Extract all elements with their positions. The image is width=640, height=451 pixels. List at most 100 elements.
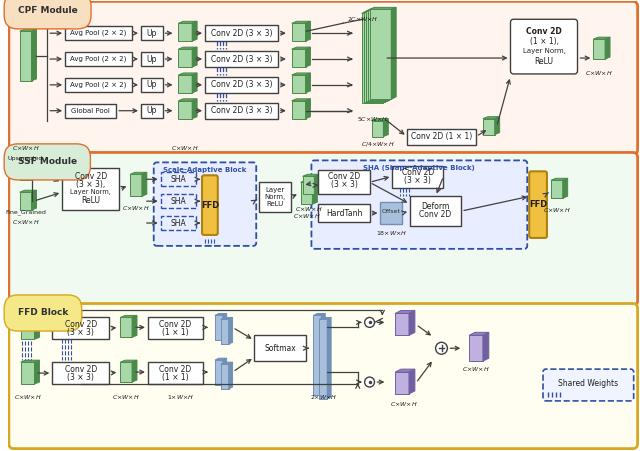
Polygon shape: [120, 318, 132, 337]
Polygon shape: [483, 332, 489, 361]
Polygon shape: [192, 99, 197, 119]
Polygon shape: [221, 319, 228, 344]
Text: Conv 2D: Conv 2D: [419, 210, 452, 219]
Text: Up: Up: [147, 29, 157, 38]
Text: $C{\times}W{\times}H$: $C{\times}W{\times}H$: [462, 365, 490, 373]
Polygon shape: [362, 14, 383, 103]
Polygon shape: [469, 336, 483, 361]
Bar: [141, 26, 163, 40]
Polygon shape: [364, 12, 385, 102]
FancyBboxPatch shape: [9, 1, 637, 154]
FancyBboxPatch shape: [9, 152, 637, 305]
Text: SHA (Shape-Adaptive Block): SHA (Shape-Adaptive Block): [363, 166, 475, 171]
Polygon shape: [301, 180, 317, 182]
Polygon shape: [223, 358, 227, 385]
Bar: [161, 216, 196, 230]
Polygon shape: [35, 360, 40, 384]
Polygon shape: [292, 101, 305, 119]
Text: $C{\times}W{\times}H$: $C{\times}W{\times}H$: [543, 206, 571, 214]
Polygon shape: [314, 313, 325, 315]
Bar: [318, 170, 369, 194]
Bar: [161, 194, 196, 208]
Polygon shape: [292, 75, 305, 93]
Bar: [148, 318, 203, 339]
Text: Conv 2D (3 × 3): Conv 2D (3 × 3): [211, 55, 272, 64]
Polygon shape: [215, 360, 223, 385]
Polygon shape: [20, 29, 36, 31]
Polygon shape: [179, 101, 192, 119]
Text: FFD Block: FFD Block: [18, 308, 68, 318]
Polygon shape: [20, 162, 31, 180]
Text: HardTanh: HardTanh: [326, 208, 362, 217]
Polygon shape: [132, 360, 137, 382]
Polygon shape: [20, 315, 40, 318]
Polygon shape: [31, 161, 36, 180]
Polygon shape: [365, 11, 387, 101]
Polygon shape: [179, 49, 192, 67]
Polygon shape: [130, 175, 142, 196]
Text: Fine_Grained: Fine_Grained: [5, 209, 46, 215]
Polygon shape: [223, 313, 227, 341]
Bar: [205, 25, 278, 41]
Text: FFD: FFD: [201, 201, 219, 210]
Polygon shape: [305, 47, 310, 67]
Text: (3 × 3): (3 × 3): [67, 328, 94, 337]
Polygon shape: [305, 99, 310, 119]
Text: Conv 2D: Conv 2D: [65, 364, 97, 373]
Polygon shape: [387, 9, 392, 101]
FancyBboxPatch shape: [529, 171, 547, 238]
Polygon shape: [120, 315, 137, 318]
Polygon shape: [321, 313, 325, 395]
Polygon shape: [305, 73, 310, 93]
Polygon shape: [314, 175, 319, 194]
Polygon shape: [192, 47, 197, 67]
Text: $C{\times}W{\times}H$: $C{\times}W{\times}H$: [12, 144, 40, 152]
Polygon shape: [20, 192, 31, 210]
Text: $C{\times}W{\times}H$: $C{\times}W{\times}H$: [14, 393, 42, 401]
Polygon shape: [389, 9, 394, 100]
Polygon shape: [179, 75, 192, 93]
Polygon shape: [179, 21, 197, 23]
Polygon shape: [593, 37, 610, 39]
Bar: [205, 77, 278, 93]
Polygon shape: [593, 39, 605, 59]
Text: Global Pool: Global Pool: [71, 108, 110, 114]
Text: Conv 2D: Conv 2D: [65, 320, 97, 329]
Polygon shape: [20, 161, 36, 162]
Text: $C/4{\times}W{\times}H$: $C/4{\times}W{\times}H$: [360, 139, 394, 147]
Polygon shape: [551, 180, 563, 198]
Polygon shape: [495, 117, 500, 134]
Polygon shape: [391, 7, 396, 99]
Text: Conv 2D: Conv 2D: [526, 27, 562, 36]
Polygon shape: [605, 37, 610, 59]
Polygon shape: [215, 358, 227, 360]
Bar: [141, 104, 163, 118]
Polygon shape: [20, 31, 31, 81]
Bar: [254, 336, 305, 361]
Text: Scale-Adaptive Block: Scale-Adaptive Block: [163, 167, 246, 173]
Text: Softmax: Softmax: [264, 344, 296, 353]
Polygon shape: [483, 119, 495, 134]
Text: Conv 2D (3 × 3): Conv 2D (3 × 3): [211, 106, 272, 115]
Text: SSF Module: SSF Module: [18, 157, 77, 166]
Polygon shape: [221, 362, 232, 364]
Bar: [148, 362, 203, 384]
Polygon shape: [130, 172, 147, 175]
Text: (3 × 3): (3 × 3): [404, 176, 431, 185]
Text: $5C{\times}W{\times}H$: $5C{\times}W{\times}H$: [356, 115, 388, 123]
Polygon shape: [385, 10, 390, 102]
Text: Conv 2D (3 × 3): Conv 2D (3 × 3): [211, 80, 272, 89]
Bar: [205, 51, 278, 67]
Text: (1 × 1): (1 × 1): [162, 328, 189, 337]
Text: (3 × 3): (3 × 3): [330, 180, 357, 189]
Text: Conv 2D (1 × 1): Conv 2D (1 × 1): [411, 132, 472, 141]
Text: Avg Pool (2 × 2): Avg Pool (2 × 2): [70, 30, 127, 37]
FancyBboxPatch shape: [202, 175, 218, 235]
Polygon shape: [31, 29, 36, 81]
Text: Avg Pool (2 × 2): Avg Pool (2 × 2): [70, 82, 127, 88]
Polygon shape: [215, 315, 223, 341]
Text: Upsampled: Upsampled: [8, 156, 44, 161]
Text: $C{\times}W{\times}H$: $C{\times}W{\times}H$: [292, 212, 320, 220]
Text: ReLU: ReLU: [81, 196, 100, 205]
Polygon shape: [365, 9, 392, 11]
